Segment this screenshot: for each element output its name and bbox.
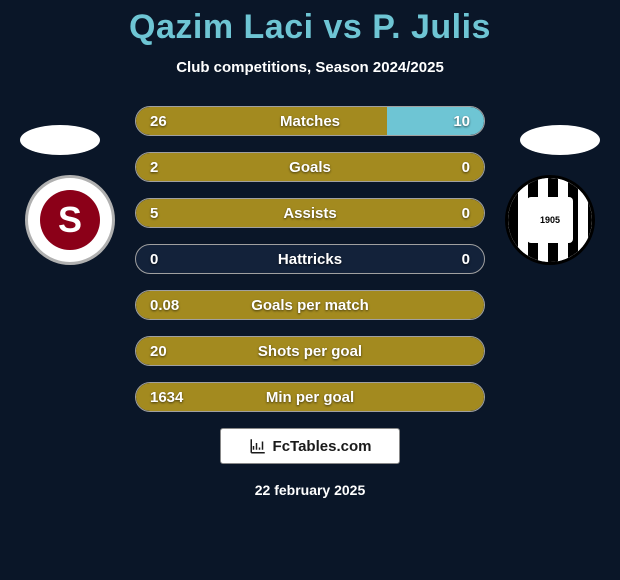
stat-label: Hattricks	[136, 251, 484, 268]
club-badge-left-glyph: S	[40, 190, 100, 250]
stat-row: 50Assists	[135, 198, 485, 228]
chart-icon	[249, 437, 267, 455]
club-badge-left: S	[25, 175, 115, 265]
subtitle: Club competitions, Season 2024/2025	[0, 59, 620, 76]
club-badge-right: 1905	[505, 175, 595, 265]
stat-row: 20Shots per goal	[135, 336, 485, 366]
brand-badge: FcTables.com	[220, 428, 400, 464]
footer-date: 22 february 2025	[0, 482, 620, 498]
brand-text: FcTables.com	[273, 438, 372, 455]
stat-row: 2610Matches	[135, 106, 485, 136]
stat-label: Goals per match	[136, 297, 484, 314]
stats-container: 2610Matches 20Goals 50Assists 00Hattricks 0.…	[135, 106, 485, 412]
stat-label: Matches	[136, 113, 484, 130]
stat-label: Min per goal	[136, 389, 484, 406]
stat-label: Goals	[136, 159, 484, 176]
stat-label: Assists	[136, 205, 484, 222]
player-flag-right	[520, 125, 600, 155]
stat-row: 1634Min per goal	[135, 382, 485, 412]
stat-row: 0.08Goals per match	[135, 290, 485, 320]
player-flag-left	[20, 125, 100, 155]
stat-label: Shots per goal	[136, 343, 484, 360]
stat-row: 00Hattricks	[135, 244, 485, 274]
club-badge-right-year: 1905	[540, 215, 560, 225]
stat-row: 20Goals	[135, 152, 485, 182]
page-title: Qazim Laci vs P. Julis	[0, 0, 620, 47]
club-badge-right-shield: 1905	[527, 197, 573, 243]
